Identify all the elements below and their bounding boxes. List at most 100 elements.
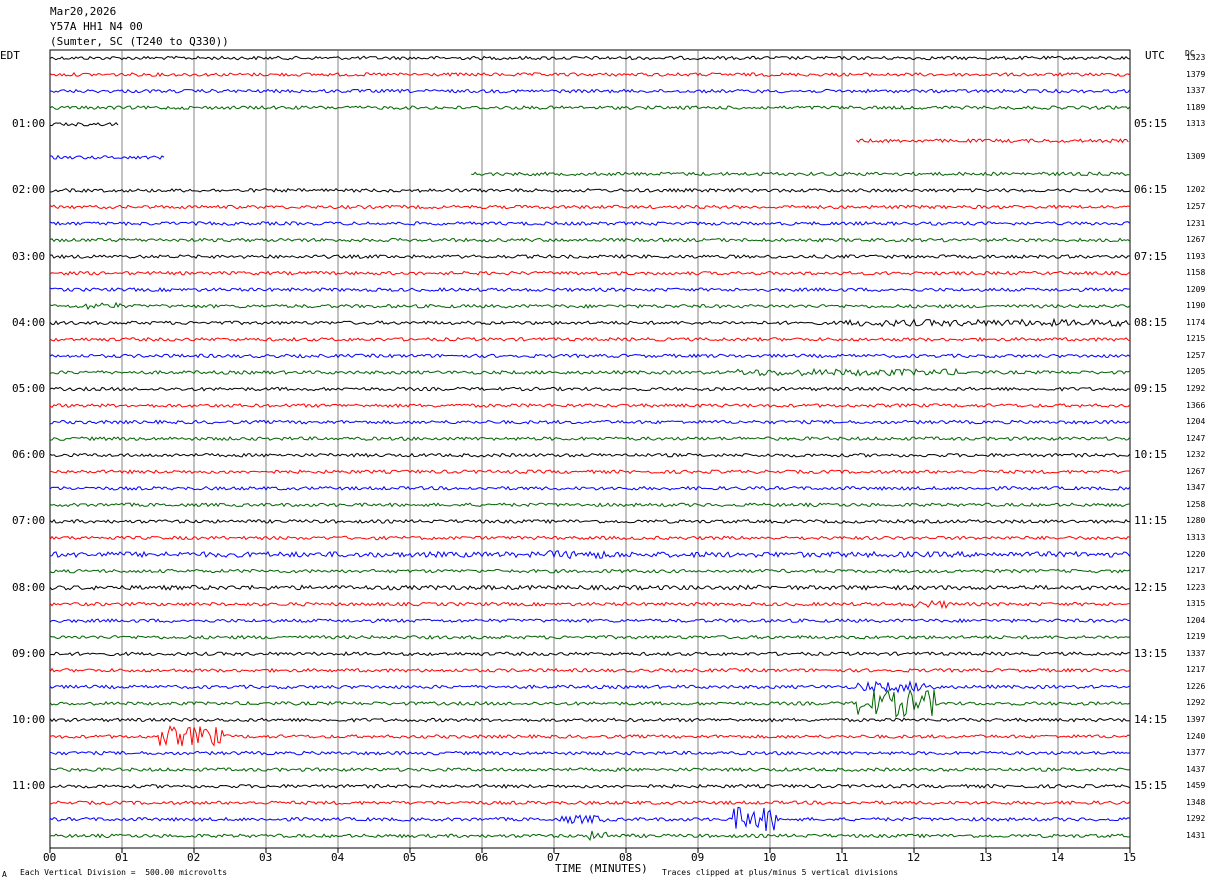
x-tick-label: 06 bbox=[475, 851, 489, 864]
dc-offset-label: 1232 bbox=[1186, 450, 1206, 460]
dc-offset-label: 1267 bbox=[1186, 235, 1206, 245]
dc-offset-label: 1217 bbox=[1186, 566, 1206, 576]
x-tick-label: 10 bbox=[763, 851, 777, 864]
dc-offset-label: 1209 bbox=[1186, 284, 1206, 294]
x-tick-label: 04 bbox=[331, 851, 345, 864]
seismic-trace-row bbox=[49, 830, 1131, 842]
dc-offset-label: 1204 bbox=[1186, 615, 1206, 625]
seismic-trace-row bbox=[49, 724, 1131, 747]
dc-offset-label: 1190 bbox=[1186, 301, 1206, 311]
dc-offset-label: 1377 bbox=[1186, 748, 1206, 758]
dc-offset-label: 1337 bbox=[1186, 648, 1206, 658]
seismic-trace-row bbox=[856, 138, 1129, 144]
seismic-trace-row bbox=[49, 568, 1131, 574]
right-hour-label: 12:15 bbox=[1134, 580, 1168, 594]
seismic-trace-row bbox=[49, 419, 1131, 425]
dc-offset-label: 1174 bbox=[1186, 317, 1206, 327]
seismic-trace-row bbox=[49, 717, 1131, 723]
dc-offset-label: 1226 bbox=[1186, 681, 1206, 691]
right-hour-label: 08:15 bbox=[1134, 315, 1168, 329]
dc-offset-label: 1459 bbox=[1186, 781, 1206, 791]
x-tick-label: 12 bbox=[907, 851, 921, 864]
dc-offset-label: 1158 bbox=[1186, 268, 1206, 278]
clip-note: Traces clipped at plus/minus 5 vertical … bbox=[662, 868, 899, 877]
dc-offset-label: 1323 bbox=[1186, 53, 1206, 62]
dc-offset-label: 1379 bbox=[1186, 69, 1206, 79]
x-tick-label: 01 bbox=[115, 851, 129, 864]
right-hour-label: 14:15 bbox=[1134, 713, 1168, 726]
seismic-trace-row bbox=[49, 55, 1131, 61]
seismic-trace-row bbox=[49, 187, 1131, 193]
left-hour-label: 03:00 bbox=[12, 249, 46, 263]
chart-header-location: (Sumter, SC (T240 to Q330)) bbox=[50, 35, 229, 48]
dc-offset-label: 1313 bbox=[1186, 532, 1206, 542]
seismic-trace-row bbox=[49, 88, 1131, 94]
dc-offset-label: 1257 bbox=[1186, 201, 1206, 211]
seismic-trace-row bbox=[49, 651, 1130, 657]
seismic-trace-row bbox=[49, 599, 1131, 610]
left-hour-label: 01:00 bbox=[12, 117, 46, 131]
right-hour-label: 09:15 bbox=[1134, 382, 1168, 395]
x-tick-label: 11 bbox=[835, 851, 849, 864]
seismic-trace-row bbox=[49, 317, 1131, 328]
dc-offset-label: 1292 bbox=[1186, 698, 1206, 708]
x-tick-label: 08 bbox=[619, 851, 633, 864]
right-hour-label: 13:15 bbox=[1134, 646, 1168, 660]
dc-offset-label: 1231 bbox=[1186, 218, 1206, 228]
x-tick-label: 00 bbox=[43, 851, 57, 864]
left-hour-label: 08:00 bbox=[12, 580, 46, 594]
dc-label: DC bbox=[1185, 49, 1195, 58]
dc-offset-label: 1258 bbox=[1186, 499, 1206, 509]
x-tick-label: 13 bbox=[979, 851, 993, 864]
plot-frame bbox=[49, 49, 1131, 849]
left-hour-label: 02:00 bbox=[12, 183, 46, 197]
x-tick-label: 09 bbox=[691, 851, 705, 864]
dc-offset-label: 1309 bbox=[1186, 152, 1206, 162]
seismic-trace-row bbox=[49, 485, 1131, 491]
seismic-trace-row bbox=[49, 667, 1131, 673]
right-hour-label: 06:15 bbox=[1134, 183, 1168, 197]
dc-offset-label: 1337 bbox=[1186, 86, 1206, 96]
x-tick-label: 07 bbox=[547, 851, 561, 864]
x-tick-label: 05 bbox=[403, 851, 417, 864]
right-hour-label: 10:15 bbox=[1134, 448, 1168, 462]
left-axis-label: EDT bbox=[0, 49, 20, 62]
seismic-trace-row bbox=[49, 584, 1131, 591]
x-tick-label: 02 bbox=[187, 851, 201, 864]
chart-header-station: Y57A HH1 N4 00 bbox=[50, 20, 143, 33]
dc-offset-label: 1313 bbox=[1186, 119, 1206, 129]
left-hour-label: 11:00 bbox=[12, 779, 46, 793]
dc-offset-label: 1366 bbox=[1186, 400, 1206, 410]
dc-offset-label: 1189 bbox=[1186, 102, 1206, 112]
dc-offset-label: 1247 bbox=[1186, 433, 1206, 443]
seismic-trace-row bbox=[49, 688, 1131, 718]
dc-offset-label: 1219 bbox=[1186, 632, 1206, 642]
dc-offset-label: 1217 bbox=[1186, 665, 1206, 675]
x-axis-title: TIME (MINUTES) bbox=[555, 862, 648, 875]
left-hour-label: 05:00 bbox=[12, 382, 46, 395]
right-axis-label: UTC bbox=[1145, 49, 1165, 62]
seismic-trace-row bbox=[49, 353, 1131, 359]
seismic-trace-row bbox=[49, 154, 165, 160]
seismic-trace-row bbox=[49, 287, 1131, 293]
seismic-trace-row bbox=[49, 237, 1131, 243]
seismic-trace-row bbox=[49, 535, 1131, 541]
dc-offset-label: 1205 bbox=[1186, 367, 1206, 377]
x-tick-label: 14 bbox=[1051, 851, 1065, 864]
dc-offset-label: 1240 bbox=[1186, 731, 1206, 741]
dc-offset-label: 1267 bbox=[1186, 466, 1206, 476]
seismic-trace-row bbox=[49, 452, 1131, 458]
seismic-trace-row bbox=[49, 105, 1131, 111]
corner-mark: A bbox=[2, 870, 7, 879]
left-hour-label: 04:00 bbox=[12, 315, 46, 329]
seismic-trace-row bbox=[49, 336, 1131, 342]
right-hour-label: 15:15 bbox=[1134, 779, 1168, 793]
right-hour-label: 07:15 bbox=[1134, 249, 1168, 263]
seismic-trace-row bbox=[49, 436, 1131, 442]
seismic-trace-row bbox=[49, 680, 1131, 694]
seismic-trace-row bbox=[49, 750, 1131, 756]
dc-offset-label: 1437 bbox=[1186, 764, 1206, 774]
dc-offset-label: 1193 bbox=[1186, 251, 1206, 261]
dc-offset-label: 1280 bbox=[1186, 516, 1206, 526]
